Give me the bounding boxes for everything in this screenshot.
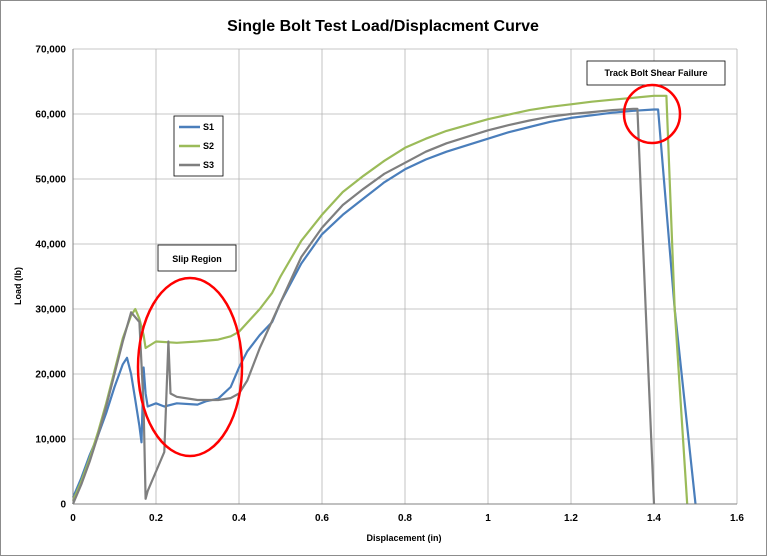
x-tick-label-5: 1 [485, 513, 491, 524]
x-axis-title: Displacement (in) [366, 533, 441, 543]
x-tick-label-6: 1.2 [564, 513, 578, 524]
y-tick-label-7: 70,000 [35, 45, 66, 56]
x-tick-label-4: 0.8 [398, 513, 412, 524]
x-tick-label-1: 0.2 [149, 513, 163, 524]
x-tick-label-2: 0.4 [232, 513, 246, 524]
y-tick-label-5: 50,000 [35, 175, 66, 186]
series-line-s1 [71, 108, 697, 505]
y-axis-title: Load (lb) [13, 267, 23, 305]
x-tick-label-7: 1.4 [647, 513, 661, 524]
y-tick-label-3: 30,000 [35, 305, 66, 316]
y-tick-label-4: 40,000 [35, 240, 66, 251]
annotation-shear-failure: Track Bolt Shear Failure [586, 60, 726, 145]
y-tick-label-1: 10,000 [35, 435, 66, 446]
series-layer [71, 94, 697, 505]
chart-title: Single Bolt Test Load/Displacment Curve [227, 18, 539, 35]
slip-region-label: Slip Region [172, 254, 222, 264]
series-line-s3 [71, 107, 656, 505]
legend: S1 S2 S3 [173, 115, 224, 177]
legend-label-s1: S1 [203, 122, 214, 132]
shear-failure-label-box [586, 60, 726, 86]
axes [72, 49, 737, 505]
shear-failure-circle [622, 83, 682, 145]
slip-region-label-box [157, 244, 237, 272]
legend-label-s2: S2 [203, 141, 214, 151]
x-tick-label-8: 1.6 [730, 513, 744, 524]
x-tick-label-3: 0.6 [315, 513, 329, 524]
y-tick-label-2: 20,000 [35, 370, 66, 381]
tick-labels: 0 10,000 20,000 30,000 40,000 50,000 60,000 70,… [35, 45, 744, 525]
x-tick-label-0: 0 [70, 513, 76, 524]
y-tick-label-0: 0 [60, 500, 66, 511]
legend-label-s3: S3 [203, 160, 214, 170]
slip-region-ellipse [136, 276, 244, 458]
y-tick-label-6: 60,000 [35, 110, 66, 121]
shear-failure-label: Track Bolt Shear Failure [604, 68, 707, 78]
grid [72, 48, 738, 505]
annotation-slip-region: Slip Region [136, 244, 244, 458]
